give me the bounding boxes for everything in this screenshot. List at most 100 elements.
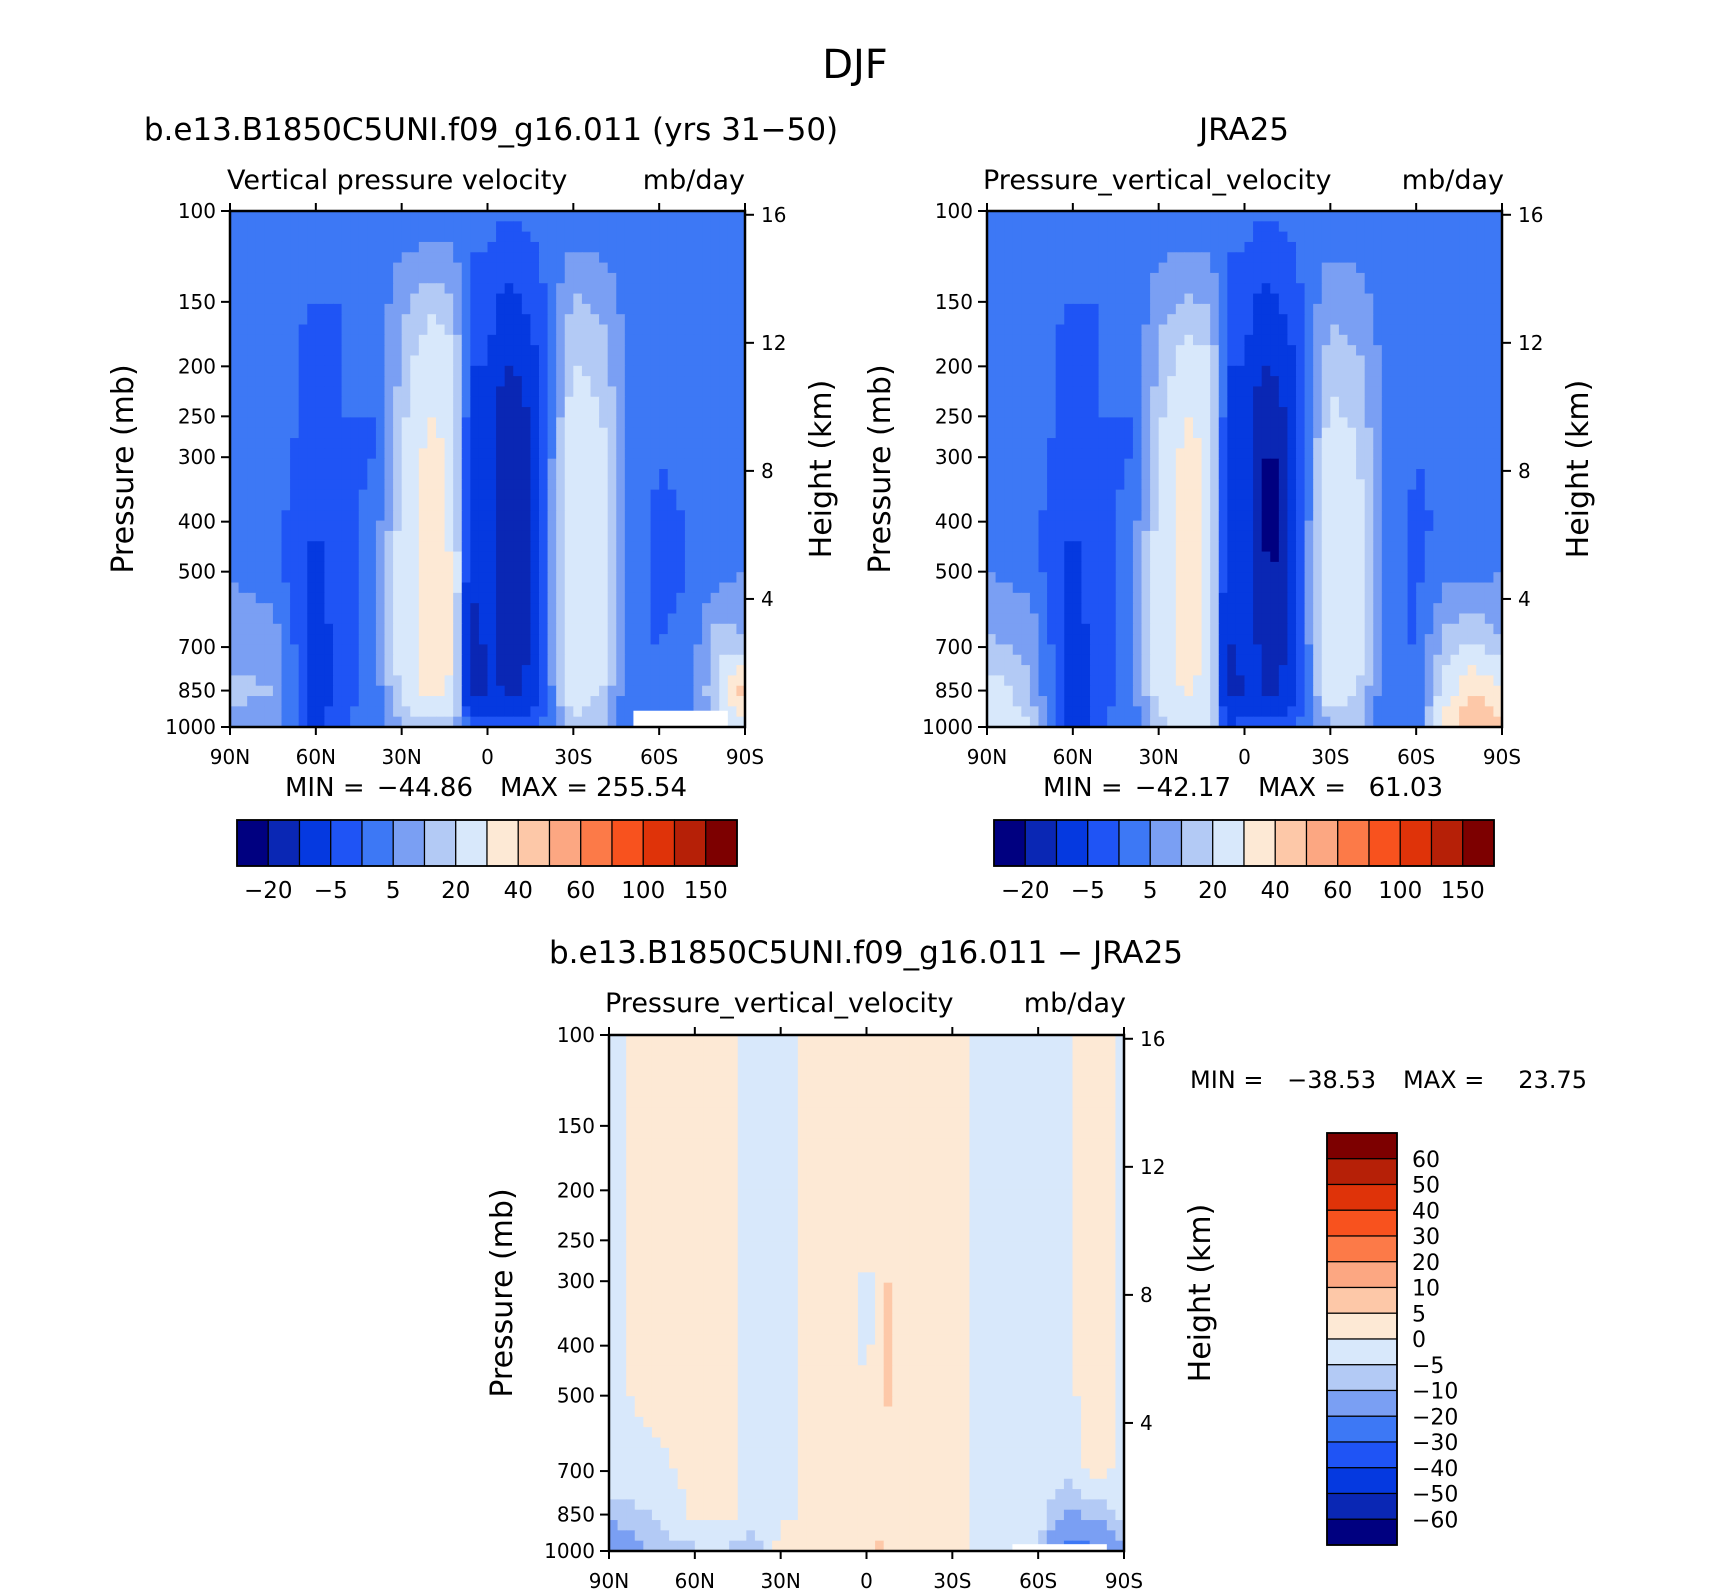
contour-cell [1407, 510, 1417, 522]
contour-cell [693, 696, 703, 707]
contour-cell [255, 448, 265, 460]
contour-cell [1244, 241, 1254, 253]
contour-cell [1244, 479, 1254, 491]
contour-cell [736, 365, 746, 377]
contour-cell [1476, 283, 1486, 295]
contour-cell [444, 541, 454, 553]
contour-cell [427, 355, 437, 367]
contour-cell [298, 665, 308, 676]
contour-cell [987, 499, 997, 511]
contour-cell [367, 561, 377, 573]
contour-cell [1424, 293, 1434, 305]
contour-cell [1055, 520, 1065, 532]
contour-cell [1356, 283, 1366, 295]
contour-cell [1055, 252, 1065, 264]
contour-cell [521, 293, 532, 305]
contour-cell [1321, 303, 1331, 315]
contour-cell [684, 376, 695, 388]
contour-cell [238, 551, 248, 563]
contour-cell [1090, 510, 1100, 522]
contour-cell [1287, 499, 1297, 511]
contour-cell [1484, 231, 1495, 243]
contour-cell [1167, 272, 1177, 284]
contour-cell [1261, 324, 1271, 336]
contour-cell [367, 469, 377, 480]
contour-cell [1158, 283, 1168, 295]
contour-cell [539, 221, 549, 233]
contour-cell [401, 417, 411, 429]
contour-cell [1167, 231, 1177, 243]
contour-cell [436, 520, 446, 532]
contour-cell [564, 499, 574, 511]
contour-cell [1278, 499, 1289, 511]
contour-cell [530, 231, 540, 243]
contour-cell [255, 613, 265, 625]
contour-cell [693, 665, 703, 676]
contour-cell [1390, 334, 1400, 346]
contour-cell [401, 407, 411, 418]
contour-cell [1373, 231, 1383, 243]
contour-cell [401, 530, 411, 542]
contour-cell [255, 675, 265, 687]
contour-cell [1441, 510, 1452, 522]
contour-cell [255, 665, 265, 676]
contour-cell [470, 241, 480, 253]
contour-cell [1004, 314, 1014, 326]
contour-cell [247, 231, 257, 243]
contour-cell [556, 520, 566, 532]
contour-cell [1433, 386, 1443, 398]
contour-cell [599, 530, 609, 542]
contour-cell [1476, 345, 1486, 357]
contour-cell [995, 479, 1005, 491]
contour-cell [367, 530, 377, 542]
contour-cell [358, 603, 368, 615]
contour-cell [1476, 386, 1486, 398]
contour-cell [581, 489, 592, 501]
contour-cell [590, 314, 600, 326]
contour-cell [727, 623, 738, 635]
contour-cell [1338, 427, 1349, 439]
contour-cell [1330, 396, 1340, 408]
contour-cell [995, 396, 1005, 408]
contour-cell [1175, 499, 1186, 511]
contour-cell [659, 469, 669, 480]
contour-cell [676, 623, 686, 635]
contour-cell [624, 685, 635, 697]
contour-cell [1364, 303, 1374, 315]
contour-cell [272, 706, 283, 718]
contour-cell [358, 706, 368, 718]
contour-cell [710, 241, 720, 253]
contour-cell [367, 283, 377, 295]
contour-cell [418, 252, 429, 264]
contour-cell [470, 427, 480, 439]
x-tick-label: 30S [554, 745, 592, 769]
contour-cell [607, 685, 617, 697]
contour-cell [1399, 324, 1409, 336]
contour-cell [393, 407, 403, 418]
contour-cell [1081, 510, 1091, 522]
contour-cell [230, 623, 240, 635]
contour-cell [1338, 314, 1349, 326]
contour-cell [487, 572, 497, 584]
contour-cell [607, 696, 617, 707]
contour-cell [1184, 231, 1194, 243]
contour-cell [367, 355, 377, 367]
contour-cell [1021, 489, 1031, 501]
contour-cell [375, 314, 386, 326]
contour-cell [1493, 252, 1503, 264]
contour-cell [513, 334, 523, 346]
contour-cell [1167, 314, 1177, 326]
contour-cell [375, 252, 386, 264]
contour-cell [272, 510, 283, 522]
contour-cell [1390, 458, 1400, 470]
contour-cell [470, 314, 480, 326]
contour-cell [667, 345, 677, 357]
contour-cell [504, 479, 514, 491]
contour-cell [230, 334, 240, 346]
contour-cell [590, 665, 600, 676]
contour-cell [633, 613, 643, 625]
contour-cell [1158, 324, 1168, 336]
contour-cell [1090, 345, 1100, 357]
contour-cell [556, 654, 566, 666]
contour-cell [727, 211, 738, 222]
